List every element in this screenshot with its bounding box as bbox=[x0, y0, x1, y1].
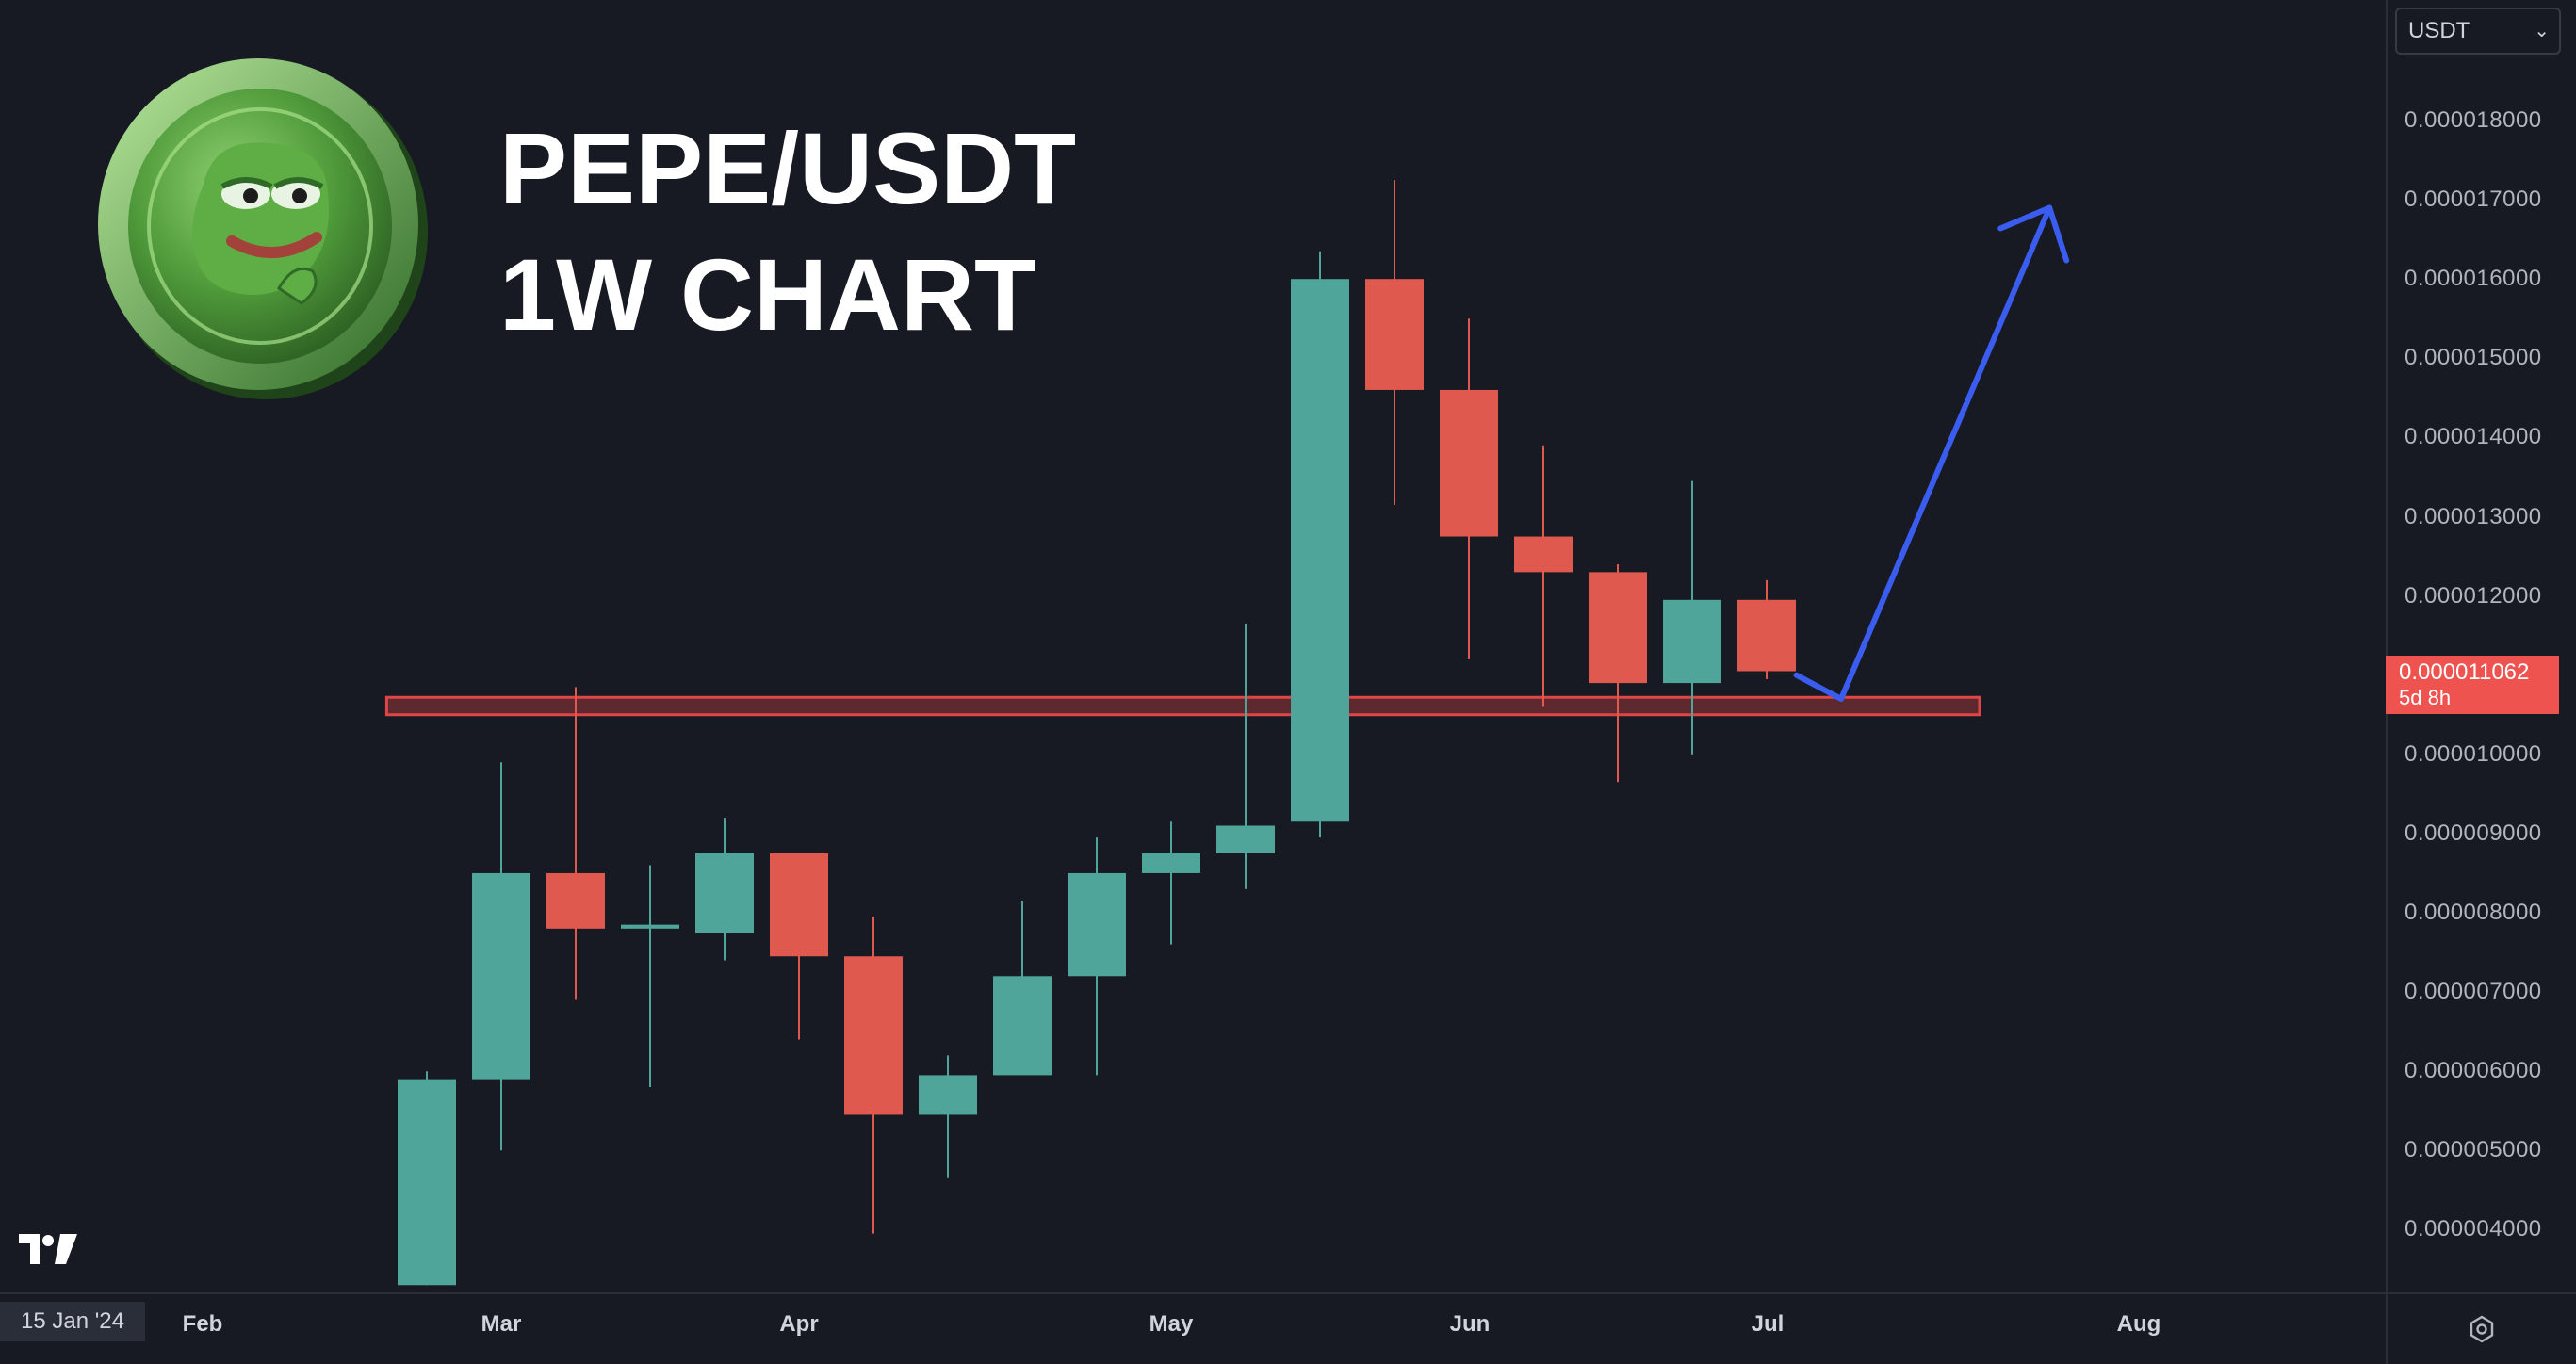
candle-body bbox=[1365, 279, 1424, 390]
price-tick-label: 0.000015000 bbox=[2405, 345, 2542, 371]
currency-select-value: USDT bbox=[2408, 18, 2470, 43]
candlestick-chart[interactable] bbox=[0, 0, 2386, 1292]
gear-icon[interactable] bbox=[2468, 1315, 2496, 1343]
chart-settings-corner[interactable] bbox=[2386, 1292, 2576, 1364]
tradingview-logo-icon[interactable] bbox=[19, 1232, 77, 1266]
chart-plot-area[interactable]: PEPE/USDT 1W CHART bbox=[0, 0, 2386, 1292]
price-tick-label: 0.000010000 bbox=[2405, 740, 2542, 767]
projection-arrowhead bbox=[1997, 204, 2070, 264]
time-tick-label: May bbox=[1149, 1311, 1194, 1337]
candle-body bbox=[472, 872, 530, 1080]
price-tick-label: 0.000006000 bbox=[2405, 1058, 2542, 1084]
price-tick-label: 0.000014000 bbox=[2405, 424, 2542, 450]
chevron-down-icon: ⌄ bbox=[2534, 21, 2550, 41]
price-tick-label: 0.000012000 bbox=[2405, 582, 2542, 609]
candle-body bbox=[546, 872, 605, 929]
candle-body bbox=[1068, 872, 1126, 977]
candle-body bbox=[1142, 852, 1200, 873]
pepe-coin-logo bbox=[98, 58, 428, 399]
price-tick-label: 0.000005000 bbox=[2405, 1137, 2542, 1163]
current-price-label: 0.000011062 5d 8h bbox=[2386, 656, 2559, 714]
current-price-value: 0.000011062 bbox=[2399, 659, 2530, 685]
projection-arrow bbox=[1793, 204, 2053, 702]
price-tick-label: 0.000016000 bbox=[2405, 266, 2542, 292]
price-tick-label: 0.000018000 bbox=[2405, 107, 2542, 133]
price-tick-label: 0.000008000 bbox=[2405, 900, 2542, 925]
title-line-2: 1W CHART bbox=[499, 237, 1036, 351]
candle-body bbox=[1663, 599, 1721, 684]
price-tick-label: 0.000017000 bbox=[2405, 187, 2542, 213]
candle-body bbox=[770, 852, 828, 957]
support-zone bbox=[384, 695, 1981, 717]
time-axis[interactable]: 15 Jan '24 Feb Mar Apr May Jun Jul Aug bbox=[0, 1292, 2386, 1364]
candle-body bbox=[993, 976, 1052, 1076]
price-tick-label: 0.000009000 bbox=[2405, 820, 2542, 846]
price-tick-label: 0.000004000 bbox=[2405, 1216, 2542, 1242]
time-tick-label: Jun bbox=[1449, 1311, 1491, 1337]
chart-title: PEPE/USDT 1W CHART bbox=[499, 106, 1076, 358]
price-axis[interactable]: 0.000018000 0.000017000 0.000016000 0.00001… bbox=[2386, 0, 2576, 1292]
candle-body bbox=[398, 1079, 456, 1286]
candle-body bbox=[1514, 536, 1573, 573]
price-tick-label: 0.000007000 bbox=[2405, 979, 2542, 1005]
candle-body bbox=[621, 924, 679, 929]
candle-body bbox=[844, 956, 903, 1115]
bar-countdown: 5d 8h bbox=[2399, 686, 2452, 709]
time-tick-label: Aug bbox=[2116, 1311, 2161, 1337]
candle-body bbox=[919, 1075, 977, 1115]
time-tick-label: Apr bbox=[779, 1311, 819, 1337]
title-line-1: PEPE/USDT bbox=[499, 111, 1077, 225]
currency-select[interactable]: USDT ⌄ bbox=[2395, 8, 2561, 55]
candle-body bbox=[1291, 279, 1349, 822]
candle-body bbox=[1737, 599, 1796, 672]
cursor-date-label: 15 Jan '24 bbox=[0, 1302, 145, 1341]
candle-body bbox=[695, 852, 754, 934]
time-tick-label: Feb bbox=[182, 1311, 223, 1337]
candle-body bbox=[1589, 572, 1647, 684]
time-tick-label: Mar bbox=[481, 1311, 522, 1337]
candle-body bbox=[1440, 389, 1498, 537]
candle-body bbox=[1216, 825, 1275, 853]
time-tick-label: Jul bbox=[1751, 1311, 1785, 1337]
price-tick-label: 0.000013000 bbox=[2405, 503, 2542, 529]
